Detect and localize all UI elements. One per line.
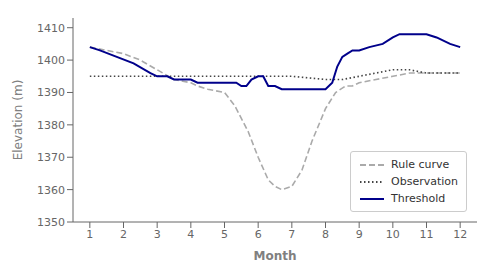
svg-text:1360: 1360 (37, 184, 65, 197)
svg-text:1: 1 (86, 228, 93, 241)
svg-text:12: 12 (453, 228, 467, 241)
svg-text:9: 9 (356, 228, 363, 241)
svg-text:3: 3 (154, 228, 161, 241)
svg-text:1390: 1390 (37, 86, 65, 99)
svg-text:11: 11 (420, 228, 434, 241)
html-text:Rule curve: Rule curve (391, 158, 450, 171)
svg-text:1380: 1380 (37, 119, 65, 132)
svg-text:10: 10 (386, 228, 400, 241)
svg-text:5: 5 (221, 228, 228, 241)
svg-text:7: 7 (288, 228, 295, 241)
svg-text:1350: 1350 (37, 216, 65, 229)
svg-text:4: 4 (187, 228, 194, 241)
svg-text:8: 8 (322, 228, 329, 241)
svg-text:Elevation (m): Elevation (m) (11, 80, 25, 161)
svg-text:1400: 1400 (37, 54, 65, 67)
html-text:Observation: Observation (391, 175, 458, 188)
svg-text:Month: Month (253, 249, 296, 263)
svg-text:6: 6 (255, 228, 262, 241)
svg-text:1410: 1410 (37, 22, 65, 35)
html-text:Threshold: Threshold (391, 192, 446, 205)
svg-text:2: 2 (120, 228, 127, 241)
svg-text:1370: 1370 (37, 151, 65, 164)
